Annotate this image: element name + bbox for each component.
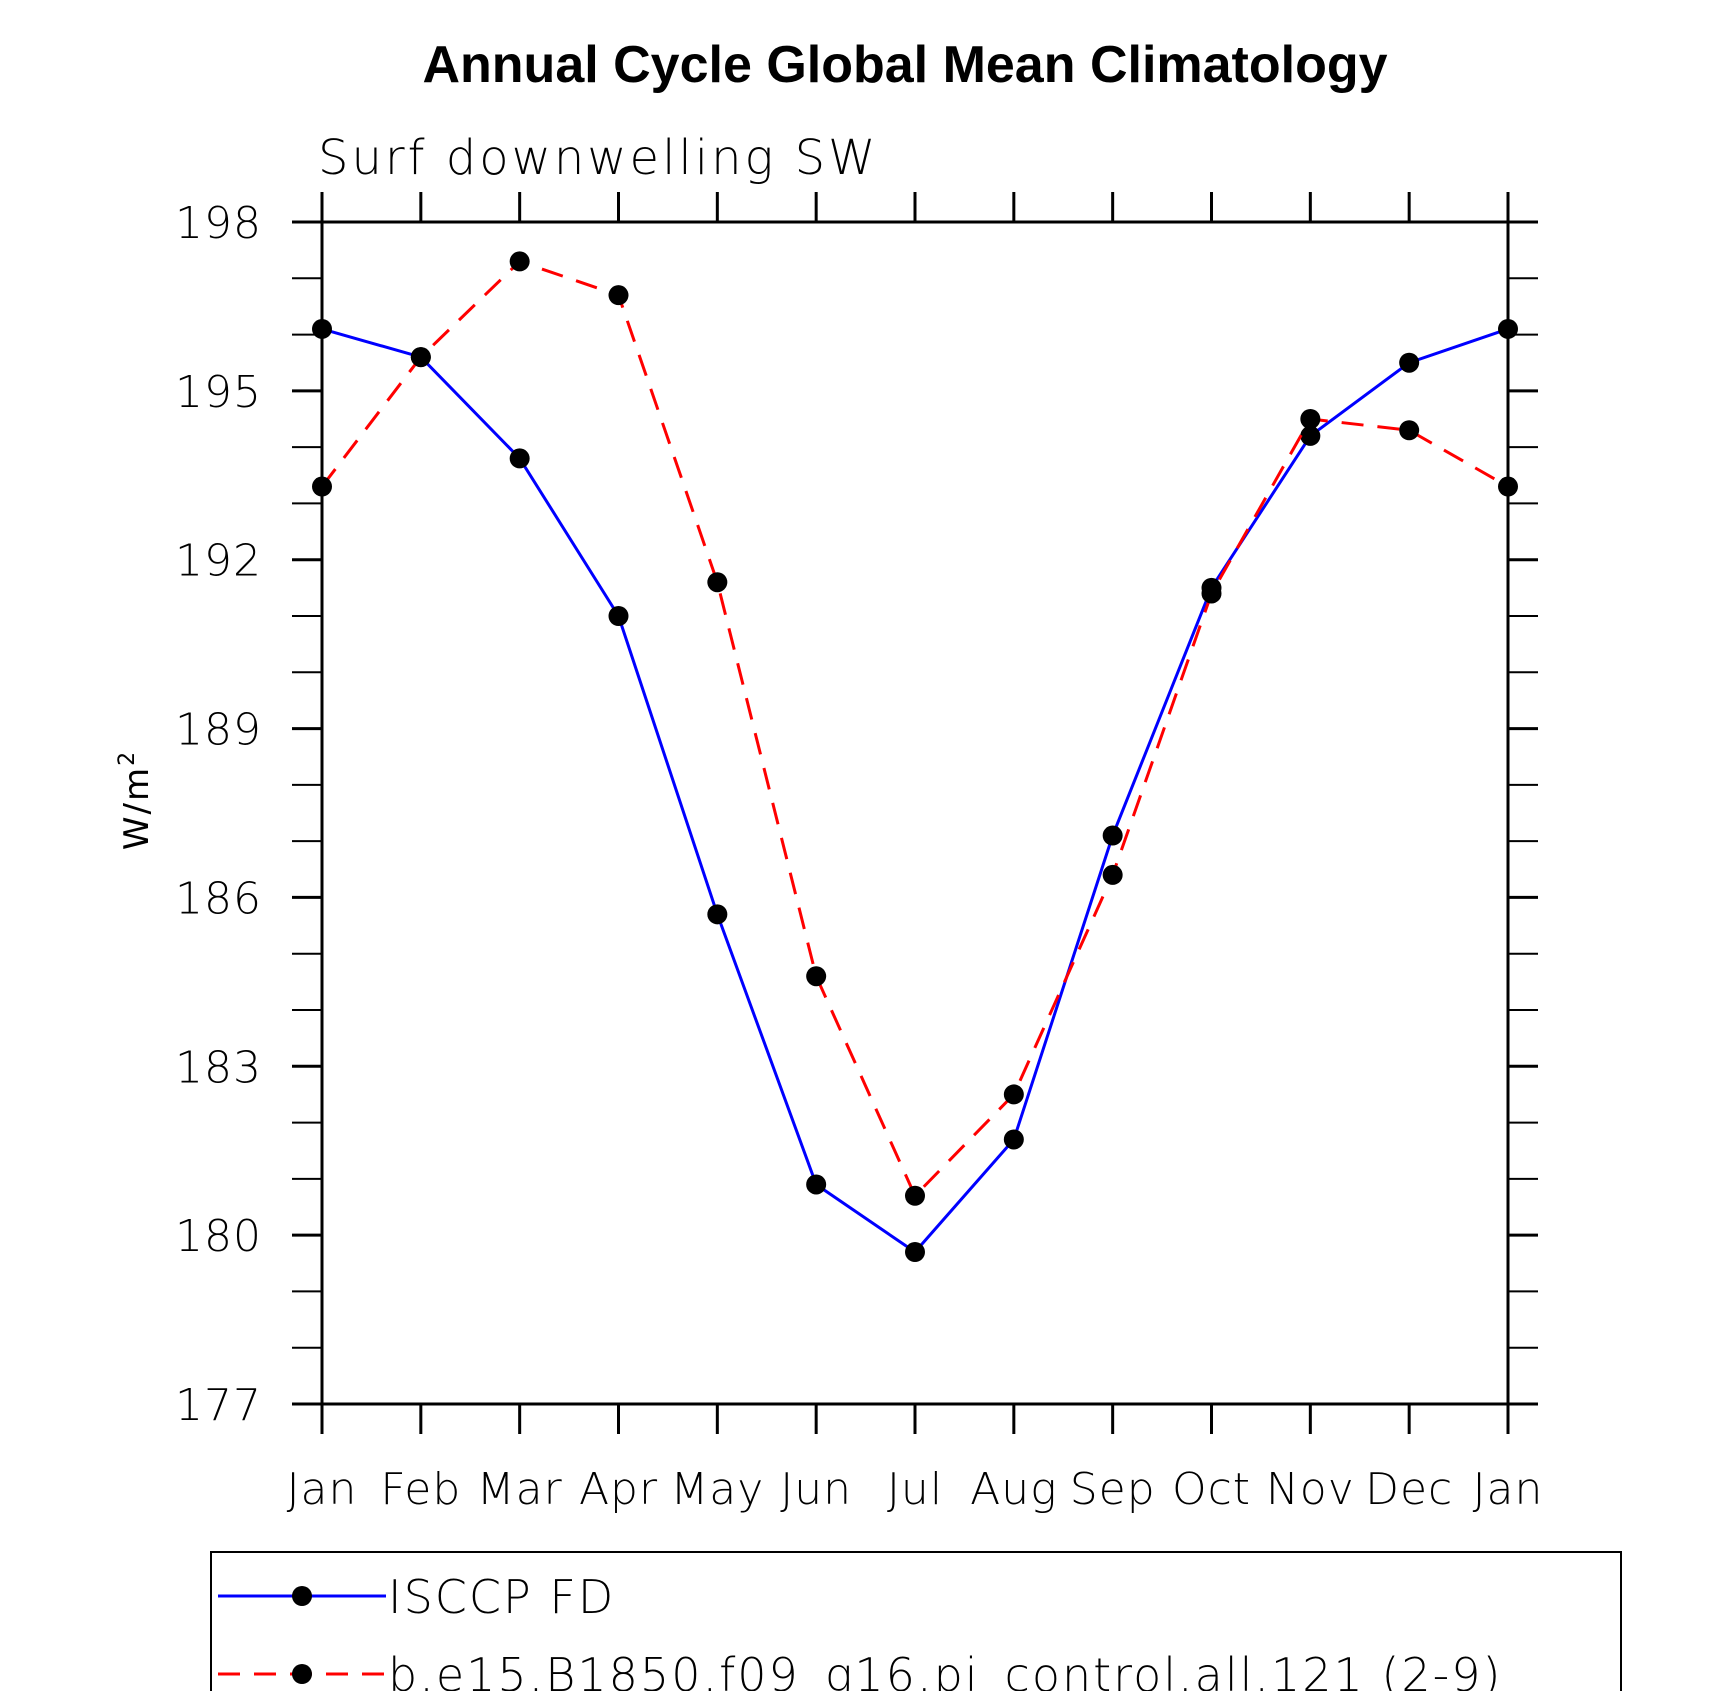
- data-point: [1399, 420, 1420, 441]
- x-tick-label: Aug: [970, 1464, 1057, 1515]
- y-tick-label: 189: [175, 705, 262, 756]
- data-point: [1300, 409, 1321, 429]
- data-point: [1003, 1084, 1024, 1105]
- y-tick-label: 195: [175, 367, 262, 418]
- y-tick-label: 198: [175, 198, 262, 249]
- data-point: [1003, 1129, 1024, 1150]
- data-point: [410, 347, 431, 368]
- data-point: [905, 1242, 925, 1263]
- series-line: [321, 327, 1509, 1255]
- y-axis-title: W/m2: [115, 750, 157, 850]
- data-point: [806, 1174, 827, 1195]
- x-tick-label: Jul: [887, 1464, 943, 1515]
- legend-label: ISCCP FD: [388, 1570, 615, 1624]
- legend-marker: [292, 1586, 312, 1606]
- data-point: [312, 476, 332, 497]
- data-point: [608, 606, 629, 626]
- data-point: [707, 572, 728, 593]
- series-1: [312, 251, 1518, 1206]
- legend-marker: [292, 1664, 312, 1684]
- data-point: [509, 251, 530, 272]
- y-tick-label: 177: [175, 1380, 262, 1431]
- data-point: [806, 966, 827, 987]
- x-tick-label: Nov: [1266, 1464, 1355, 1515]
- data-point: [707, 904, 728, 925]
- x-tick-label: Mar: [477, 1464, 563, 1515]
- data-point: [1300, 425, 1321, 446]
- data-point: [1102, 864, 1123, 885]
- y-tick-label: 183: [175, 1042, 262, 1093]
- y-axis-title-superscript: 2: [115, 750, 140, 766]
- data-point: [608, 285, 629, 306]
- x-tick-label: Sep: [1070, 1464, 1156, 1515]
- plot-frame: [320, 220, 1510, 1406]
- y-axis-title-text: W/m: [117, 766, 157, 850]
- data-point: [1498, 318, 1518, 339]
- svg-text:W/m2: W/m2: [115, 750, 157, 850]
- y-tick-label: 180: [175, 1211, 262, 1262]
- x-tick-label: Jan: [1473, 1464, 1544, 1515]
- y-tick-label: 186: [175, 873, 262, 924]
- chart-title: Annual Cycle Global Mean Climatology: [422, 36, 1387, 94]
- x-tick-label: May: [670, 1464, 764, 1515]
- data-point: [1201, 583, 1222, 604]
- series-layer: [312, 251, 1518, 1263]
- series-line: [320, 259, 1509, 1199]
- y-tick-label: 192: [175, 536, 262, 587]
- x-tick-label: Jun: [780, 1464, 852, 1515]
- x-tick-label: Jan: [287, 1464, 358, 1515]
- data-point: [1498, 476, 1518, 497]
- plot-axes: 177 180 183 186 189 192 195 198 Jan Feb Mar Apr May J…: [175, 192, 1544, 1515]
- data-point: [1102, 825, 1123, 846]
- data-point: [509, 448, 530, 469]
- legend: ISCCP FD b.e15.B1850.f09_g16.pi_control.a…: [210, 1551, 1622, 1691]
- data-point: [1399, 352, 1420, 373]
- data-point: [312, 318, 332, 339]
- legend-label: b.e15.B1850.f09_g16.pi_control.all.121 (…: [388, 1648, 1502, 1691]
- legend-box: [210, 1551, 1622, 1691]
- x-tick-label: Oct: [1172, 1464, 1251, 1515]
- data-point: [905, 1185, 925, 1206]
- x-tick-label: Dec: [1365, 1464, 1453, 1515]
- chart-subtitle: Surf downwelling SW: [318, 130, 879, 186]
- series-0: [312, 318, 1518, 1263]
- x-tick-label: Apr: [579, 1464, 658, 1515]
- x-tick-label: Feb: [380, 1464, 461, 1515]
